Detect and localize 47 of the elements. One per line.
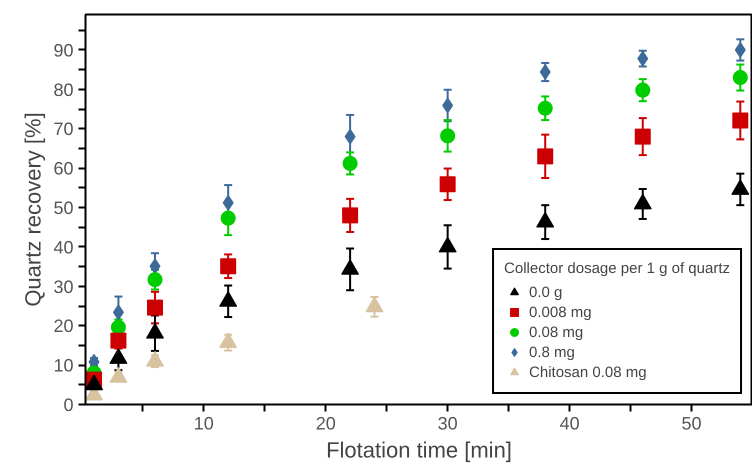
point	[440, 176, 456, 192]
point	[342, 156, 358, 171]
point	[365, 296, 384, 312]
x-tick-label: 40	[560, 414, 580, 434]
x-tick-label: 50	[682, 414, 702, 434]
point	[440, 128, 456, 144]
point	[537, 148, 554, 164]
point	[109, 348, 128, 364]
point	[341, 259, 360, 275]
point	[219, 290, 238, 307]
legend-label: Chitosan 0.08 mg	[529, 362, 647, 382]
x-tick-label: 20	[316, 414, 336, 434]
point	[342, 207, 358, 224]
legend-label: 0.008 mg	[529, 302, 592, 322]
point	[538, 100, 553, 116]
point	[146, 350, 164, 367]
x-axis-title: Flotation time [min]	[326, 438, 512, 462]
y-tick-label: 30	[53, 276, 74, 297]
legend-label: 0.0 g	[529, 282, 562, 302]
point	[220, 258, 236, 274]
point	[148, 272, 163, 288]
point	[732, 112, 748, 128]
y-tick-label: 20	[53, 316, 74, 336]
point	[219, 332, 238, 348]
y-tick-label: 80	[53, 80, 74, 100]
legend-title: Collector dosage per 1 g of quartz	[504, 260, 730, 277]
x-tick-label: 30	[438, 414, 458, 434]
point	[634, 128, 651, 145]
x-tick-label: 10	[194, 414, 214, 434]
y-axis-title: Quartz recovery [%]	[20, 112, 46, 307]
point	[109, 367, 128, 383]
y-tick-label: 50	[53, 198, 74, 218]
point	[146, 322, 164, 339]
y-tick-label: 90	[53, 40, 74, 60]
y-tick-label: 70	[53, 119, 74, 140]
y-tick-label: 40	[53, 237, 74, 258]
legend-label: 0.8 mg	[529, 342, 575, 362]
point	[732, 70, 748, 86]
point	[635, 82, 650, 98]
point	[147, 300, 164, 316]
point	[220, 210, 236, 226]
point	[110, 320, 126, 335]
y-tick-label: 10	[53, 356, 74, 376]
y-tick-label: 0	[63, 395, 74, 415]
legend-label: 0.08 mg	[529, 322, 584, 342]
y-tick-label: 60	[53, 158, 74, 179]
point	[442, 98, 454, 114]
